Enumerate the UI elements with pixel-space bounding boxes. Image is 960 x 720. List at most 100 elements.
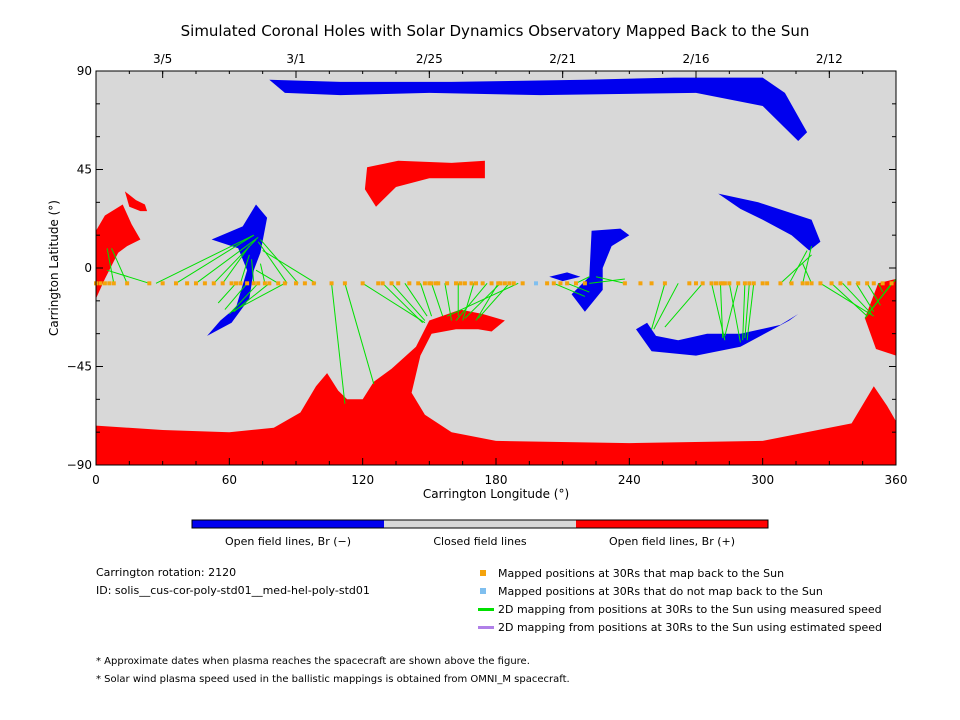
field-line-measured-45 bbox=[719, 283, 724, 339]
field-line-measured-37 bbox=[566, 282, 590, 293]
field-line-measured-19 bbox=[257, 241, 288, 284]
field-line-measured-57 bbox=[842, 282, 872, 315]
field-line-measured-58 bbox=[855, 283, 875, 313]
mapped-point-73 bbox=[727, 281, 732, 286]
mapped-point-55 bbox=[545, 281, 550, 286]
coronal-hole-positive-10 bbox=[96, 309, 896, 465]
x-tick-label-4: 240 bbox=[618, 473, 641, 487]
mapped-point-69 bbox=[714, 281, 718, 286]
field-line-measured-52 bbox=[788, 250, 808, 284]
field-line-measured-47 bbox=[724, 283, 739, 336]
field-line-measured-43 bbox=[664, 282, 704, 328]
mapped-point-9 bbox=[185, 281, 190, 286]
mapped-point-75 bbox=[742, 281, 747, 286]
date-label-0: 3/5 bbox=[153, 52, 172, 66]
orange-square-icon bbox=[480, 570, 486, 576]
legend-item-mapped: Mapped positions at 30Rs that map back t… bbox=[478, 566, 784, 580]
mapped-point-86 bbox=[829, 281, 834, 286]
date-label-2: 2/25 bbox=[416, 52, 443, 66]
mapped-point-62 bbox=[638, 281, 643, 286]
mapped-point-90 bbox=[865, 281, 870, 286]
mapped-point-72 bbox=[722, 281, 727, 286]
mapped-point-13 bbox=[220, 281, 225, 286]
field-line-measured-24 bbox=[391, 282, 426, 321]
colorbar-closed bbox=[384, 520, 576, 528]
mapped-point-84 bbox=[809, 281, 814, 286]
field-line-measured-30 bbox=[462, 283, 475, 321]
field-line-measured-4 bbox=[175, 234, 255, 284]
mapped-point-38 bbox=[429, 281, 434, 286]
mapped-point-19 bbox=[256, 281, 261, 286]
field-line-measured-42 bbox=[653, 283, 679, 330]
mapped-point-68 bbox=[709, 281, 714, 286]
field-line-measured-34 bbox=[446, 282, 519, 317]
mapped-point-85 bbox=[818, 281, 823, 286]
mapped-point-2 bbox=[102, 281, 107, 286]
mapped-point-61 bbox=[622, 281, 627, 286]
chart-title: Simulated Coronal Holes with Solar Dynam… bbox=[181, 22, 810, 40]
field-line-measured-10 bbox=[259, 263, 266, 284]
coronal-hole-negative-1 bbox=[718, 193, 821, 251]
field-line-measured-31 bbox=[455, 283, 488, 321]
mapped-point-18 bbox=[251, 281, 256, 286]
field-line-measured-56 bbox=[831, 282, 868, 317]
field-line-measured-40 bbox=[595, 276, 625, 284]
mapped-point-70 bbox=[718, 281, 723, 286]
mapped-point-88 bbox=[847, 281, 852, 286]
field-line-measured-12 bbox=[217, 282, 237, 304]
x-tick-label-1: 60 bbox=[222, 473, 237, 487]
mapped-point-76 bbox=[747, 281, 752, 286]
mapped-point-56 bbox=[551, 281, 556, 286]
mapped-point-50 bbox=[498, 281, 503, 286]
mapped-point-32 bbox=[389, 281, 394, 286]
x-tick-label-6: 360 bbox=[885, 473, 908, 487]
mapped-point-67 bbox=[700, 281, 705, 286]
x-tick-label-3: 180 bbox=[485, 473, 508, 487]
date-label-5: 2/12 bbox=[816, 52, 843, 66]
mapped-point-66 bbox=[694, 281, 698, 286]
colorbar-negative bbox=[192, 520, 384, 528]
field-line-measured-18 bbox=[262, 250, 317, 284]
mapped-point-74 bbox=[736, 281, 741, 286]
mapped-point-43 bbox=[458, 281, 463, 286]
mapped-point-22 bbox=[276, 281, 281, 286]
mapped-point-60 bbox=[582, 281, 587, 286]
mapped-point-8 bbox=[174, 281, 178, 286]
field-line-measured-7 bbox=[222, 245, 250, 284]
coronal-hole-negative-5 bbox=[549, 272, 581, 282]
field-line-measured-27 bbox=[431, 283, 444, 317]
coronal-hole-positive-6 bbox=[364, 160, 485, 207]
field-line-measured-23 bbox=[382, 282, 424, 324]
legend-item-estimated: 2D mapping from positions at 30Rs to the… bbox=[478, 620, 882, 634]
field-line-measured-17 bbox=[260, 239, 299, 284]
mapped-point-20 bbox=[262, 281, 267, 286]
y-axis-label: Carrington Latitude (°) bbox=[47, 200, 61, 336]
legend-item-unmapped: Mapped positions at 30Rs that do not map… bbox=[478, 584, 823, 598]
mapped-point-93 bbox=[889, 281, 894, 286]
mapped-point-16 bbox=[238, 281, 243, 286]
coronal-hole-negative-2 bbox=[207, 204, 268, 336]
green-line-icon bbox=[478, 607, 494, 611]
legend-label: Mapped positions at 30Rs that map back t… bbox=[498, 566, 785, 580]
mapped-point-47 bbox=[480, 281, 485, 286]
field-line-measured-13 bbox=[224, 282, 248, 310]
field-line-measured-21 bbox=[344, 283, 375, 385]
x-axis-label: Carrington Longitude (°) bbox=[423, 487, 569, 501]
mapped-point-41 bbox=[445, 281, 450, 286]
mapped-point-36 bbox=[422, 281, 427, 286]
y-tick-label-2: 0 bbox=[84, 261, 92, 275]
mapped-point-77 bbox=[751, 281, 756, 286]
field-line-measured-11 bbox=[255, 269, 279, 284]
unmapped-point-0 bbox=[534, 281, 538, 286]
mapped-point-5 bbox=[125, 281, 130, 286]
carrington-rotation-text: Carrington rotation: 2120 bbox=[96, 566, 237, 579]
coronal-hole-positive-9 bbox=[864, 278, 896, 356]
field-line-measured-54 bbox=[802, 263, 813, 284]
mapped-point-21 bbox=[267, 281, 272, 286]
mapped-point-52 bbox=[507, 281, 512, 286]
coronal-hole-positive-7 bbox=[96, 204, 141, 299]
field-line-measured-0 bbox=[106, 248, 115, 284]
field-line-measured-20 bbox=[331, 283, 346, 404]
run-id-text: ID: solis__cus-cor-poly-std01__med-hel-p… bbox=[96, 584, 370, 597]
